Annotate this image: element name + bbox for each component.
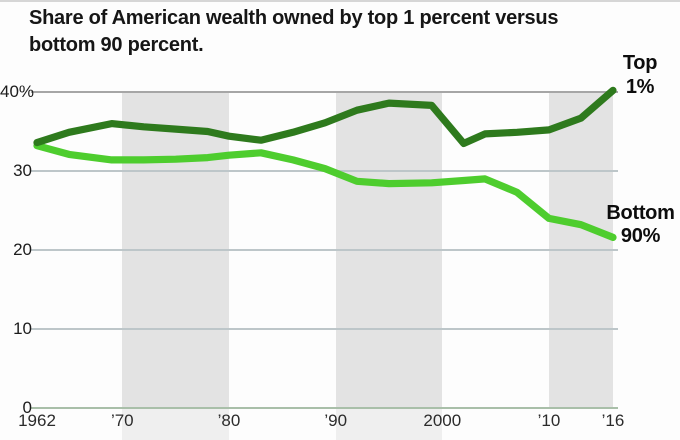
x-tick-2010: ’10 xyxy=(537,411,561,430)
x-tick-1962: 1962 xyxy=(18,411,56,430)
line-top-1- xyxy=(33,86,617,147)
series-label-bottom-line2: 90% xyxy=(620,225,661,247)
series-lines xyxy=(33,86,617,241)
gridlines xyxy=(31,91,618,409)
y-tick-40: 40% xyxy=(0,82,35,101)
series-label-bottom-line1: Bottom xyxy=(606,202,675,224)
y-tick-20: 20 xyxy=(13,240,32,259)
series-label-bottom-90-percent: Bottom 90% xyxy=(601,202,680,248)
x-tick-2016: ’16 xyxy=(601,411,625,430)
x-tick-1970: ’70 xyxy=(110,411,134,430)
y-tick-0: 0 xyxy=(22,398,32,417)
x-tick-1990: ’90 xyxy=(324,411,348,430)
x-tick-1980: ’80 xyxy=(217,411,241,430)
chart-title: Share of American wealth owned by top 1 … xyxy=(29,5,639,59)
series-label-top-1-percent: Top 1% xyxy=(611,51,669,99)
y-tick-10: 10 xyxy=(13,319,32,338)
y-tick-30: 30 xyxy=(13,161,32,180)
chart-title-line2: bottom 90 percent. xyxy=(29,34,204,56)
decade-band-lower xyxy=(122,408,229,440)
line-bottom-90- xyxy=(33,142,617,241)
series-label-top-line2: 1% xyxy=(625,76,655,98)
top-edge-strip xyxy=(0,0,680,2)
decade-band-lower xyxy=(335,408,443,440)
series-label-top-line1: Top xyxy=(622,52,658,74)
chart-title-line1: Share of American wealth owned by top 1 … xyxy=(29,7,559,29)
x-tick-2000: 2000 xyxy=(423,411,462,430)
